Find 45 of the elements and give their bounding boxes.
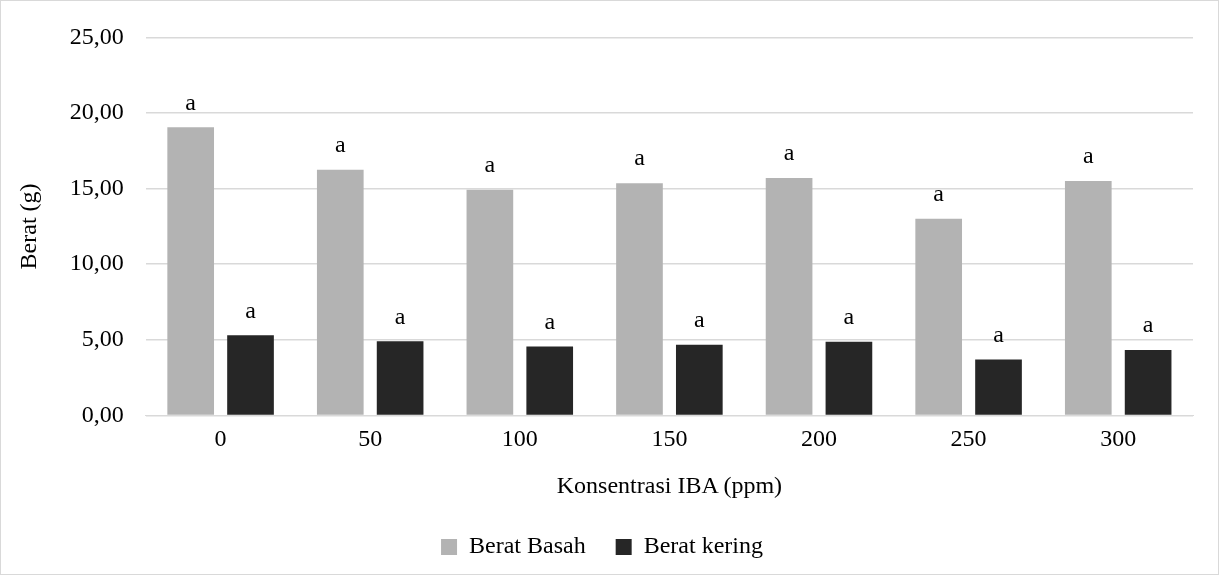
bar [1124,349,1172,415]
y-axis-title: Berat (g) [14,183,41,270]
bar [825,341,873,415]
bar [466,189,514,415]
bar [167,127,215,415]
bar [915,218,963,415]
y-tick-label: 10,00 [69,249,124,276]
bar [316,169,364,415]
y-tick-label: 20,00 [69,98,124,125]
data-label: a [634,144,646,171]
data-label: a [933,180,945,207]
bar [376,341,424,415]
x-tick-label: 150 [651,425,688,452]
x-tick-label: 300 [1100,425,1137,452]
bar [1064,181,1112,415]
y-tick-label: 25,00 [69,22,124,49]
data-label: a [484,150,496,177]
bar [227,335,274,415]
bar [975,359,1022,415]
data-label: a [1142,311,1154,338]
bar [616,183,663,415]
data-label: a [334,131,346,157]
x-tick-label: 50 [358,425,383,452]
bar [765,178,813,415]
data-label: a [1082,142,1094,169]
x-axis-title: Konsentrasi IBA (ppm) [556,471,783,498]
data-label: a [993,320,1005,347]
y-tick-label: 15,00 [69,173,124,200]
data-label: a [185,88,197,115]
y-tick-label: 0,00 [81,400,124,427]
data-label: a [394,302,406,329]
data-label: a [544,307,556,334]
x-tick-label: 0 [214,425,227,452]
data-label: a [783,139,795,166]
bar [675,344,723,415]
y-tick-label: 5,00 [81,325,124,352]
data-label: a [843,303,855,330]
x-tick-label: 250 [950,425,987,452]
x-tick-label: 100 [501,425,538,452]
x-tick-label: 200 [801,425,837,452]
legend-label: Berat Basah [469,532,586,559]
bar [526,346,574,415]
legend-label: Berat kering [643,532,763,559]
data-label: a [693,306,705,333]
data-label: a [245,296,257,323]
